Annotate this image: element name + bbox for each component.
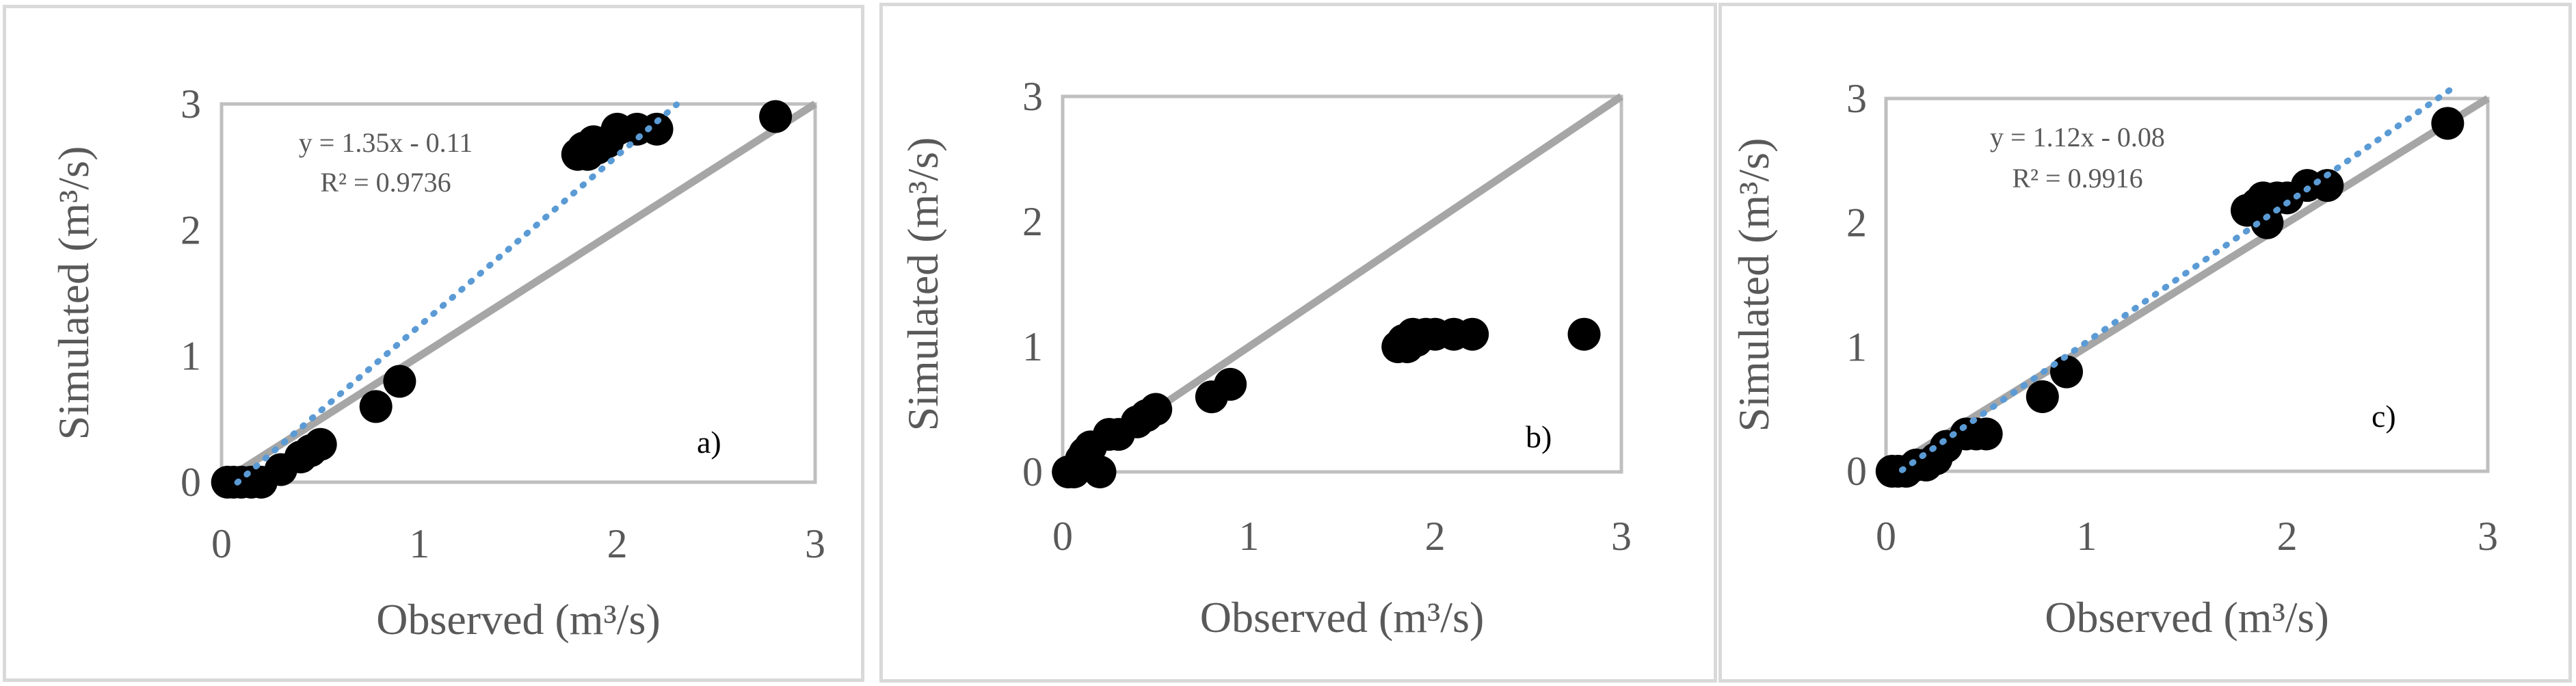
- y-tick-label: 1: [181, 334, 201, 379]
- x-tick-label: 1: [2076, 514, 2097, 559]
- plot-area-frame: [220, 102, 817, 484]
- x-tick-label: 3: [805, 521, 825, 566]
- y-tick-label: 3: [1022, 74, 1043, 119]
- r-squared-label: R² = 0.9736: [320, 167, 451, 198]
- y-tick-label: 1: [1846, 324, 1867, 369]
- x-axis-title: Observed (m³/s): [376, 595, 661, 644]
- linear-trendline: [1898, 81, 2461, 473]
- data-point: [640, 112, 674, 146]
- y-tick-label: 0: [1846, 449, 1867, 494]
- data-point: [2431, 107, 2465, 140]
- data-point: [1969, 417, 2003, 451]
- data-point: [383, 365, 416, 398]
- panel-label: b): [1526, 419, 1552, 454]
- y-tick-label: 0: [181, 460, 201, 505]
- data-point: [359, 390, 393, 423]
- y-tick-label: 2: [1846, 200, 1867, 246]
- x-tick-label: 2: [1425, 514, 1446, 559]
- scatter-panel-a: 0 1 2 3 0 1 2 3 Observed (m³/s) Simulated (m³/s) y…: [3, 5, 864, 682]
- scatter-panel-c: 0 1 2 3 0 1 2 3 Observed (m³/s) Simulated (m³/s) y…: [1718, 3, 2572, 683]
- x-tick-label: 0: [211, 521, 232, 566]
- data-point: [1456, 317, 1489, 351]
- y-tick-label: 2: [1022, 199, 1043, 244]
- x-tick-label: 1: [1238, 514, 1259, 559]
- y-tick-label: 3: [1846, 76, 1867, 121]
- y-axis-title: Simulated (m³/s): [49, 146, 98, 440]
- x-tick-label: 2: [2277, 514, 2298, 559]
- panel-label: c): [2372, 399, 2396, 434]
- data-point: [304, 427, 337, 461]
- x-tick-label: 0: [1876, 514, 1896, 559]
- x-tick-label: 0: [1052, 514, 1073, 559]
- data-point: [2311, 169, 2344, 202]
- y-axis-title: Simulated (m³/s): [1729, 138, 1778, 432]
- x-tick-label: 2: [607, 521, 628, 566]
- scatter-chart-b: 0 1 2 3 0 1 2 3 Observed (m³/s) Simulated (m³/s) b…: [899, 74, 1632, 642]
- y-tick-label: 1: [1022, 324, 1043, 369]
- data-point: [1214, 367, 1247, 401]
- linear-trendline: [234, 101, 680, 486]
- y-tick-label: 0: [1022, 449, 1043, 494]
- data-point: [2026, 380, 2059, 413]
- trendline-equation: y = 1.35x - 0.11: [299, 127, 473, 158]
- trendline-equation: y = 1.12x - 0.08: [1990, 122, 2165, 153]
- data-point: [1567, 317, 1601, 351]
- scatter-chart-a: 0 1 2 3 0 1 2 3 Observed (m³/s) Simulated (m³/s) y…: [49, 81, 825, 644]
- one-to-one-line: [1884, 95, 2490, 475]
- scatter-chart-c: 0 1 2 3 0 1 2 3 Observed (m³/s) Simulated (m³/s) y…: [1729, 76, 2498, 642]
- x-axis-title: Observed (m³/s): [1200, 593, 1485, 642]
- y-tick-label: 2: [181, 207, 201, 252]
- x-tick-label: 1: [409, 521, 429, 566]
- data-point: [759, 100, 793, 133]
- one-to-one-line: [220, 101, 817, 486]
- x-axis-title: Observed (m³/s): [2045, 593, 2329, 642]
- x-tick-label: 3: [2478, 514, 2498, 559]
- data-point: [2250, 206, 2284, 239]
- r-squared-label: R² = 0.9916: [2012, 163, 2142, 194]
- scatter-panel-b: 0 1 2 3 0 1 2 3 Observed (m³/s) Simulated (m³/s) b…: [879, 3, 1717, 683]
- data-point: [1083, 456, 1117, 488]
- x-tick-label: 3: [1611, 514, 1632, 559]
- plot-area-frame: [1884, 96, 2490, 473]
- y-axis-title: Simulated (m³/s): [899, 137, 947, 432]
- data-point: [2050, 355, 2083, 388]
- panel-label: a): [697, 425, 721, 460]
- y-tick-label: 3: [181, 81, 201, 127]
- plot-area-frame: [1061, 94, 1623, 474]
- data-point: [1139, 393, 1173, 426]
